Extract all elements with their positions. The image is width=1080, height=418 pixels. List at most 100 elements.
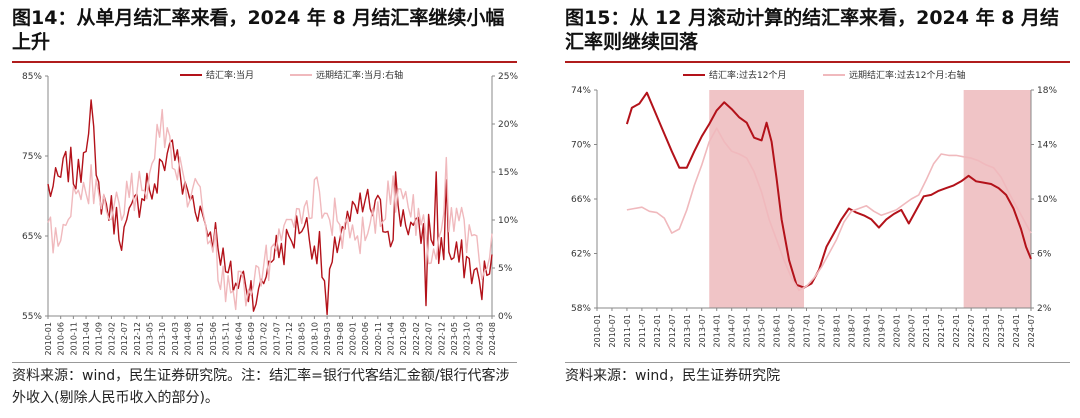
x-tick-label: 2019-03 [323, 322, 332, 355]
x-tick-label: 2021-09 [399, 322, 408, 355]
left-tick-label: 66% [571, 195, 591, 205]
right-tick-label: 6% [1037, 250, 1052, 260]
series-line-primary [625, 91, 1032, 289]
x-tick-label: 2011-04 [82, 322, 91, 355]
x-tick-label: 2012-02 [107, 322, 116, 355]
legend-label: 远期结汇率:当月:右轴 [316, 69, 403, 81]
left-tick-label: 74% [571, 86, 591, 96]
figure-14-title: 图14：从单月结汇率来看，2024 年 8 月结汇率继续小幅上升 [12, 7, 505, 53]
left-tick-label: 70% [571, 141, 591, 151]
left-tick-label: 75% [22, 152, 42, 162]
figure-14-source: 资料来源：wind，民生证券研究院。注：结汇率=银行代客结汇金额/银行代客涉外收… [12, 368, 510, 406]
left-tick-label: 55% [22, 312, 42, 322]
legend: 结汇率:当月 远期结汇率:当月:右轴 [180, 69, 403, 81]
figure-15-chart: 58% 62% 66% 70% 74% 2% 6% 10% 14% 18% 2010-01 2010-… [571, 69, 1057, 347]
x-tick-label: 2015-06 [209, 322, 218, 355]
right-tick-label: 18% [1037, 86, 1057, 96]
x-tick-label: 2012-07 [120, 322, 129, 355]
series-line-secondary [47, 108, 493, 311]
x-tick-label: 2022-02 [412, 322, 421, 355]
right-tick-label: 2% [1037, 304, 1052, 314]
x-tick-label: 2011-09 [95, 322, 104, 355]
x-tick-label: 2017-01 [803, 314, 812, 347]
figure-15-title-rule [565, 61, 1070, 63]
x-tick-label: 2024-08 [488, 322, 497, 355]
x-tick-label: 2015-11 [222, 322, 231, 355]
x-tick-label: 2023-10 [463, 322, 472, 355]
x-tick-label: 2011-01 [623, 314, 632, 347]
series-line-primary [47, 99, 493, 316]
right-tick-label: 10% [498, 216, 518, 226]
legend-label: 结汇率:当月 [206, 69, 254, 81]
x-tick-label: 2021-01 [922, 314, 931, 347]
x-tick-label: 2021-04 [387, 322, 396, 355]
x-tick-label: 2012-12 [133, 322, 142, 355]
x-tick-label: 2011-07 [638, 314, 647, 347]
x-tick-label: 2016-07 [788, 314, 797, 347]
right-tick-label: 15% [498, 168, 518, 178]
x-tick-label: 2019-07 [877, 314, 886, 347]
x-tick-label: 2022-12 [437, 322, 446, 355]
figure-15-source: 资料来源：wind，民生证券研究院 [565, 368, 781, 384]
x-tick-label: 2012-01 [653, 314, 662, 347]
x-tick-label: 2019-08 [336, 322, 345, 355]
x-tick-label: 2020-01 [892, 314, 901, 347]
right-tick-label: 0% [498, 312, 513, 322]
x-tick-label: 2020-07 [907, 314, 916, 347]
x-tick-label: 2022-07 [967, 314, 976, 347]
x-tick-label: 2013-05 [145, 322, 154, 355]
x-tick-label: 2024-03 [475, 322, 484, 355]
x-tick-label: 2015-07 [758, 314, 767, 347]
x-tick-label: 2016-09 [247, 322, 256, 355]
figure-15-title: 图15：从 12 月滚动计算的结汇率来看，2024 年 8 月结汇率则继续回落 [565, 7, 1060, 53]
x-tick-label: 2017-07 [817, 314, 826, 347]
x-tick-label: 2012-07 [668, 314, 677, 347]
x-tick-label: 2018-07 [847, 314, 856, 347]
x-tick-label: 2024-01 [1012, 314, 1021, 347]
x-tick-label: 2019-01 [862, 314, 871, 347]
x-tick-label: 2020-11 [374, 322, 383, 355]
x-tick-label: 2014-07 [728, 314, 737, 347]
x-tick-label: 2013-01 [683, 314, 692, 347]
figure-14-title-rule [12, 61, 517, 63]
x-tick-label: 2014-08 [184, 322, 193, 355]
x-tick-label: 2014-01 [713, 314, 722, 347]
x-tick-label: 2018-05 [298, 322, 307, 355]
x-tick-label: 2015-01 [196, 322, 205, 355]
x-tick-label: 2022-07 [425, 322, 434, 355]
figure-14-source-rule [12, 362, 517, 363]
legend-label: 远期结汇率:过去12个月:右轴 [849, 69, 966, 81]
x-tick-label: 2010-06 [57, 322, 66, 355]
shaded-period-1 [963, 90, 1031, 308]
x-tick-label: 2022-01 [952, 314, 961, 347]
x-tick-label: 2017-12 [285, 322, 294, 355]
x-tick-label: 2018-10 [310, 322, 319, 355]
figure-14-chart: 55% 65% 75% 85% 0% 5% 10% 15% 20% 25% 2010-01 2010-… [22, 69, 518, 355]
x-tick-label: 2020-01 [348, 322, 357, 355]
x-tick-label: 2020-06 [361, 322, 370, 355]
legend: 结汇率:过去12个月 远期结汇率:过去12个月:右轴 [683, 69, 966, 81]
x-tick-label: 2010-11 [69, 322, 78, 355]
left-tick-label: 58% [571, 304, 591, 314]
right-tick-label: 20% [498, 120, 518, 130]
x-tick-label: 2013-10 [158, 322, 167, 355]
right-tick-label: 14% [1037, 141, 1057, 151]
x-tick-label: 2016-01 [773, 314, 782, 347]
x-tick-label: 2024-07 [1027, 314, 1036, 347]
figure-15-panel: 图15：从 12 月滚动计算的结汇率来看，2024 年 8 月结汇率则继续回落 … [553, 0, 1080, 418]
left-tick-label: 85% [22, 72, 42, 82]
legend-label: 结汇率:过去12个月 [709, 69, 787, 81]
right-tick-label: 10% [1037, 195, 1057, 205]
x-tick-label: 2015-01 [743, 314, 752, 347]
series-line-secondary [626, 127, 1032, 292]
figure-14-panel: 图14：从单月结汇率来看，2024 年 8 月结汇率继续小幅上升 55% 65% 7… [0, 0, 530, 418]
x-tick-label: 2016-04 [234, 322, 243, 355]
right-tick-label: 5% [498, 264, 513, 274]
x-tick-label: 2017-02 [260, 322, 269, 355]
left-tick-label: 65% [22, 232, 42, 242]
x-tick-label: 2010-01 [593, 314, 602, 347]
x-tick-label: 2023-01 [982, 314, 991, 347]
x-tick-label: 2021-07 [937, 314, 946, 347]
x-tick-label: 2017-07 [272, 322, 281, 355]
x-tick-label: 2013-07 [698, 314, 707, 347]
